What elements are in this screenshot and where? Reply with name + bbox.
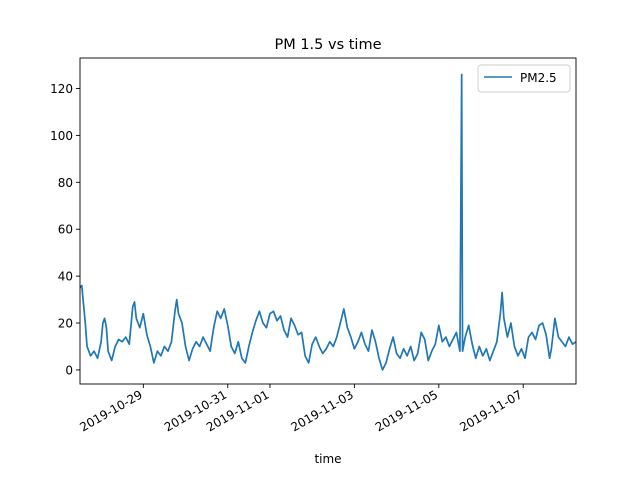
y-tick-label: 0 [65,363,73,377]
y-tick-label: 100 [50,129,73,143]
y-axis: 0 20 40 60 80 100 120 [50,82,80,377]
legend: PM2.5 [477,64,571,93]
x-axis-label: time [314,452,341,466]
legend-label-pm25: PM2.5 [520,71,557,85]
y-tick-label: 60 [58,223,73,237]
y-tick-label: 20 [58,317,73,331]
axes-frame [79,57,577,385]
y-tick-label: 80 [58,176,73,190]
y-tick-label: 120 [50,82,73,96]
series-layer [80,73,576,371]
plot-area [79,57,577,385]
legend-box [477,64,571,93]
series-line-pm25 [80,73,576,371]
chart-title: PM 1.5 vs time [274,37,381,53]
y-tick-label: 40 [58,270,73,284]
